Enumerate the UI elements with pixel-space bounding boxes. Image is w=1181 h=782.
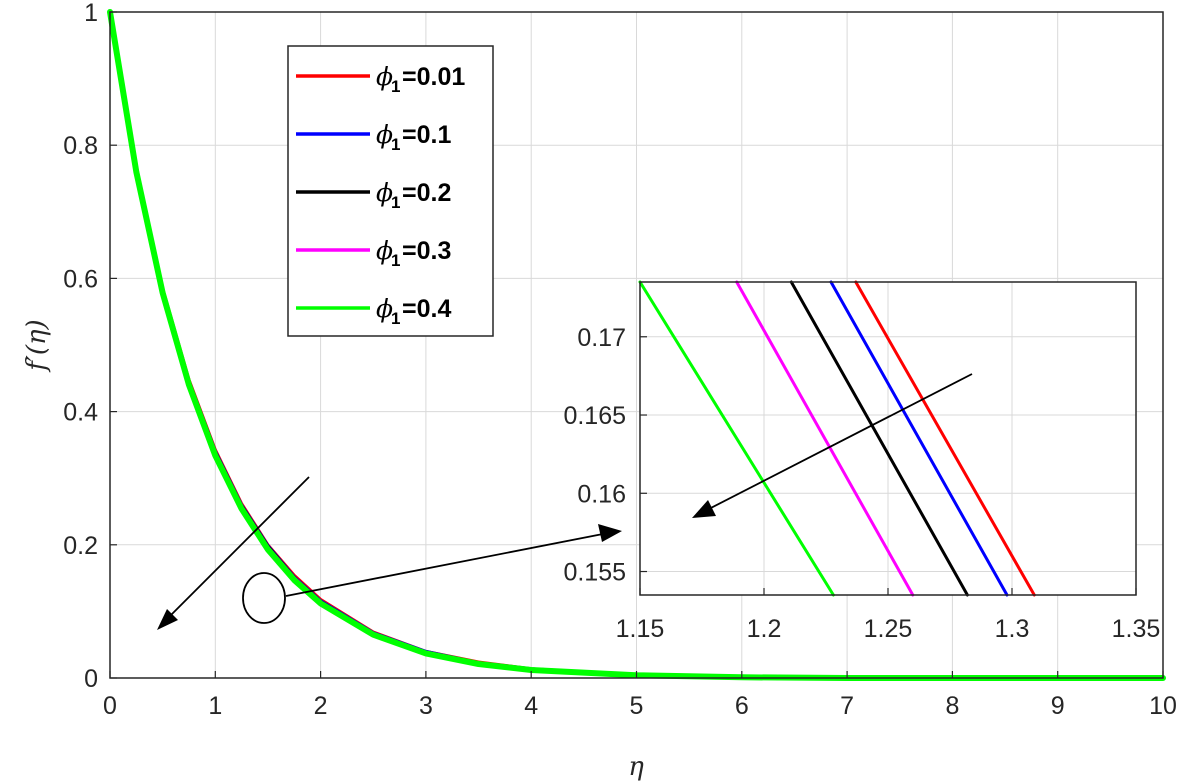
series-line-3: [789, 280, 969, 597]
x-tick-label: 4: [524, 692, 538, 720]
main-x-ticks: 0 1 2 3 4 5 6 7 8 9 10: [103, 671, 1177, 720]
legend-item: ϕ1 =0.3: [296, 236, 451, 270]
legend-symbol: ϕ: [376, 294, 393, 323]
legend-subscript: 1: [391, 309, 400, 328]
main-y-ticks: 0 0.2 0.4 0.6 0.8 1: [63, 0, 117, 693]
main-trend-arrowhead: [157, 609, 178, 630]
zoom-connector-arrowhead: [598, 524, 622, 542]
inset-series: [638, 280, 1036, 597]
main-trend-arrow: [165, 476, 310, 621]
x-tick-label: 6: [735, 692, 749, 720]
legend-item: ϕ1 =0.2: [296, 178, 451, 212]
legend-symbol: ϕ: [376, 236, 393, 265]
legend-subscript: 1: [391, 251, 400, 270]
inset-trend-arrowhead: [692, 500, 716, 518]
legend-item: ϕ1 =0.01: [296, 62, 465, 96]
y-tick-label: 0.17: [577, 324, 626, 352]
x-tick-label: 3: [419, 692, 433, 720]
legend-subscript: 1: [391, 193, 400, 212]
x-tick-label: 1.25: [864, 615, 913, 643]
annotations: [157, 476, 622, 630]
legend-subscript: 1: [391, 77, 400, 96]
legend-label: =0.3: [402, 237, 451, 265]
inset-y-ticks: 0.155 0.16 0.165 0.17: [563, 324, 647, 587]
series-line-2: [829, 280, 1009, 597]
y-tick-label: 0: [84, 665, 98, 693]
y-tick-label: 0.8: [63, 132, 98, 160]
y-tick-label: 0.2: [63, 532, 98, 560]
y-tick-label: 0.16: [577, 480, 626, 508]
series-line-1: [854, 280, 1036, 597]
inset-x-ticks: 1.15 1.2 1.25 1.3 1.35: [616, 588, 1161, 643]
series-line-4: [735, 280, 915, 597]
x-tick-label: 1.2: [747, 615, 782, 643]
x-tick-label: 7: [840, 692, 854, 720]
x-tick-label: 1: [208, 692, 222, 720]
y-tick-label: 0.6: [63, 265, 98, 293]
x-tick-label: 0: [103, 692, 117, 720]
x-tick-label: 1.3: [995, 615, 1030, 643]
x-tick-label: 9: [1051, 692, 1065, 720]
y-tick-label: 0.4: [63, 399, 98, 427]
legend-label: =0.2: [402, 179, 451, 207]
inset-trend-arrow: [702, 373, 973, 513]
x-tick-label: 10: [1149, 692, 1177, 720]
legend-label: =0.1: [402, 121, 451, 149]
y-axis-label: f′(η): [22, 319, 52, 372]
y-tick-label: 0.155: [563, 559, 626, 587]
legend-item: ϕ1 =0.4: [296, 294, 451, 328]
legend-subscript: 1: [391, 135, 400, 154]
x-axis-label: η: [628, 752, 644, 782]
legend-symbol: ϕ: [376, 62, 393, 91]
x-tick-label: 5: [630, 692, 644, 720]
legend-label: =0.4: [402, 295, 451, 323]
series-line-5: [638, 280, 835, 597]
legend-symbol: ϕ: [376, 178, 393, 207]
legend-label: =0.01: [402, 63, 465, 91]
legend-symbol: ϕ: [376, 120, 393, 149]
y-tick-label: 1: [84, 0, 98, 27]
inset-plot: 1.15 1.2 1.25 1.3 1.35 0.155 0.16 0.165 0.17: [563, 280, 1161, 643]
x-tick-label: 8: [945, 692, 959, 720]
x-tick-label: 2: [314, 692, 328, 720]
zoom-region-ellipse: [242, 572, 286, 624]
x-tick-label: 1.35: [1112, 615, 1161, 643]
legend-item: ϕ1 =0.1: [296, 120, 451, 154]
x-tick-label: 1.15: [616, 615, 665, 643]
zoom-connector-arrow: [285, 532, 609, 597]
y-tick-label: 0.165: [563, 402, 626, 430]
